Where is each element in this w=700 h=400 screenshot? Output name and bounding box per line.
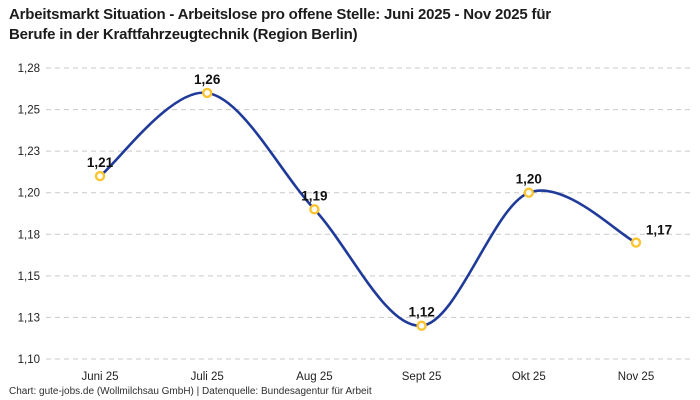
- data-point-label: 1,19: [301, 188, 327, 203]
- data-point-marker[interactable]: [630, 237, 642, 248]
- chart-title-line1: Arbeitsmarkt Situation - Arbeitslose pro…: [9, 6, 551, 23]
- data-point-marker[interactable]: [309, 204, 320, 215]
- data-point-label: 1,26: [194, 72, 221, 87]
- x-tick-label: Nov 25: [618, 371, 654, 383]
- x-tick-label: Juni 25: [81, 371, 118, 383]
- chart-title: Arbeitsmarkt Situation - Arbeitslose pro…: [9, 5, 693, 45]
- x-axis-labels: Juni 25 Juli 25 Aug 25 Sept 25 Okt 25 Nov 25: [81, 371, 654, 383]
- x-tick-label: Juli 25: [191, 371, 224, 383]
- data-point-label: 1,20: [516, 172, 542, 187]
- y-tick-label: 1,25: [18, 105, 40, 117]
- y-tick-label: 1,15: [18, 271, 40, 283]
- y-tick-label: 1,28: [18, 63, 40, 75]
- y-tick-label: 1,13: [18, 312, 40, 324]
- chart-title-line2: Berufe in der Kraftfahrzeugtechnik (Regi…: [9, 26, 358, 43]
- data-point-label: 1,17: [646, 223, 672, 238]
- y-axis-labels: 1,28 1,25 1,23 1,20 1,18 1,15 1,13 1,10: [18, 63, 40, 366]
- footer-credit: Chart: gute-jobs.de (Wollmilchsau GmbH) …: [9, 386, 372, 397]
- data-point-marker[interactable]: [94, 170, 106, 182]
- line-series: [99, 91, 637, 328]
- data-point-marker[interactable]: [416, 320, 427, 331]
- y-tick-label: 1,23: [18, 146, 40, 158]
- x-tick-label: Okt 25: [512, 371, 546, 383]
- point-labels: 1,21 1,26 1,19 1,12 1,20 1,17: [87, 72, 672, 320]
- y-tick-label: 1,18: [18, 229, 40, 241]
- data-point-marker[interactable]: [201, 87, 213, 99]
- chart-svg: 1,28 1,25 1,23 1,20 1,18 1,15 1,13 1,10 Juni 25…: [18, 63, 690, 383]
- x-tick-label: Sept 25: [402, 371, 442, 383]
- data-point-label: 1,12: [408, 305, 434, 320]
- markers: [94, 87, 642, 331]
- x-tick-label: Aug 25: [296, 371, 332, 383]
- y-tick-label: 1,20: [18, 188, 40, 200]
- y-tick-label: 1,10: [18, 354, 40, 366]
- data-point-marker[interactable]: [523, 187, 534, 198]
- data-point-label: 1,21: [87, 155, 114, 170]
